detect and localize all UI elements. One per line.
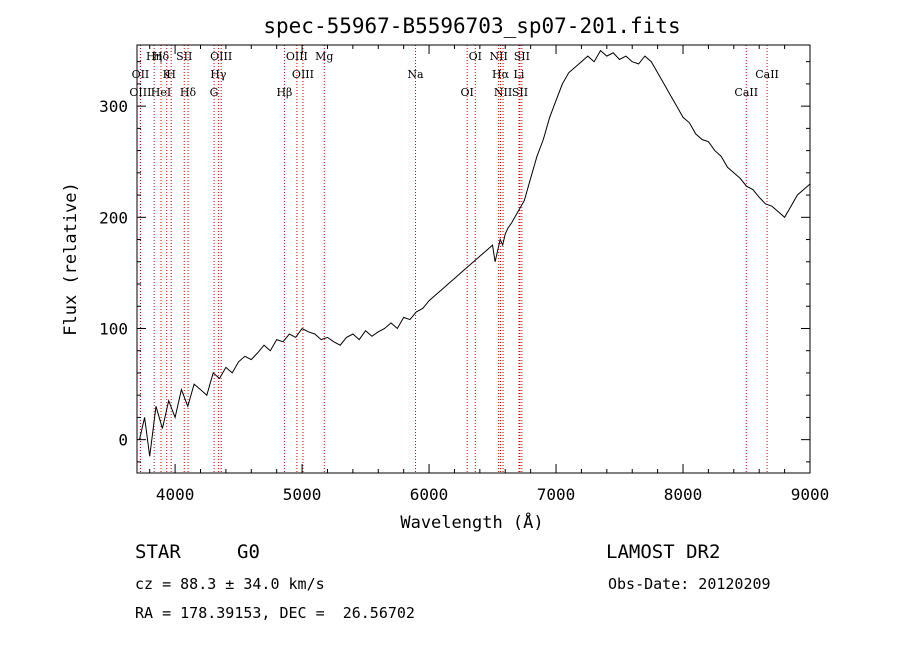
line-label: Hδ — [153, 50, 170, 63]
x-tick-label: 6000 — [410, 485, 449, 504]
line-label: CaII — [755, 68, 779, 81]
line-label: OIII — [292, 68, 314, 81]
line-label: G — [210, 86, 219, 99]
x-tick-label: 9000 — [791, 485, 830, 504]
line-label: OI — [460, 86, 473, 99]
x-tick-label: 7000 — [537, 485, 576, 504]
spectral-line-labels: HδKHδOIIIOIIHeISIIHγOIIIHηHGOIIIOIIIHβMg… — [129, 50, 779, 99]
obs-date-text: Obs-Date: 20120209 — [608, 575, 771, 593]
x-axis: 4000 5000 6000 7000 8000 9000 — [149, 45, 830, 504]
y-axis: 0 100 200 300 — [99, 61, 810, 463]
line-label: SII — [176, 50, 192, 63]
y-tick-label: 300 — [99, 97, 128, 116]
object-subclass: G0 — [237, 541, 260, 563]
coordinates-text: RA = 178.39153, DEC = 26.56702 — [135, 604, 415, 622]
y-tick-label: 200 — [99, 208, 128, 227]
y-axis-label: Flux (relative) — [61, 182, 81, 336]
chart-title: spec-55967-B5596703_sp07-201.fits — [263, 14, 680, 38]
line-label: Mg — [315, 50, 333, 63]
line-label: NII — [489, 50, 507, 63]
line-label: SII — [514, 50, 530, 63]
line-label: OII — [132, 68, 150, 81]
spectrum-line — [139, 49, 811, 457]
y-tick-label: 100 — [99, 319, 128, 338]
survey-name: LAMOST DR2 — [606, 541, 721, 563]
line-label: OIII — [210, 50, 232, 63]
line-label: H — [166, 68, 176, 81]
line-label: OIII — [286, 50, 308, 63]
line-label: HeI — [151, 86, 171, 99]
line-label: Na — [407, 68, 424, 81]
y-tick-label: 0 — [118, 431, 128, 450]
line-label: Hβ — [276, 86, 292, 99]
velocity-text: cz = 88.3 ± 34.0 km/s — [135, 575, 325, 593]
x-axis-label: Wavelength (Å) — [400, 511, 543, 533]
line-label: SII — [512, 86, 528, 99]
x-tick-label: 5000 — [283, 485, 322, 504]
x-tick-label: 4000 — [156, 485, 195, 504]
line-label: Hη — [146, 50, 162, 63]
line-label: OI — [469, 50, 482, 63]
object-class: STAR — [135, 541, 181, 563]
line-label: Hδ — [180, 86, 197, 99]
line-label: Li — [514, 68, 525, 81]
line-label: CaII — [734, 86, 758, 99]
line-label: OIII — [129, 86, 151, 99]
line-label: Hα — [492, 68, 510, 81]
line-label: Hγ — [210, 68, 227, 81]
line-label: K — [163, 68, 172, 81]
spectral-line-markers — [139, 45, 768, 473]
line-label: NII — [494, 86, 512, 99]
x-tick-label: 8000 — [664, 485, 703, 504]
plot-frame — [136, 44, 811, 474]
